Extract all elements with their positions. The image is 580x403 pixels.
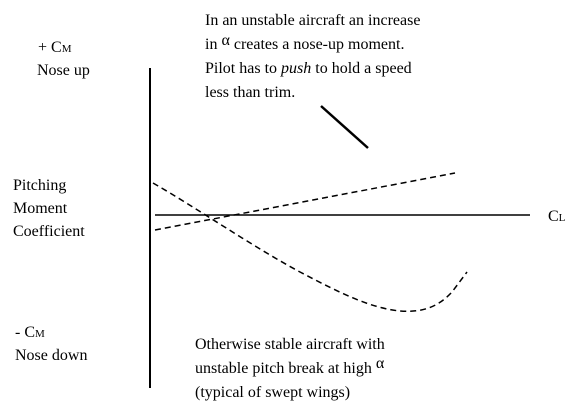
- y-title: Moment: [13, 200, 68, 217]
- y-top-label: + CM: [38, 39, 72, 56]
- unstable-note: in α creates a nose-up moment.: [205, 32, 404, 53]
- stable-note: Otherwise stable aircraft with: [195, 336, 385, 353]
- x-axis-label: CL: [548, 208, 566, 225]
- pointer-line: [320, 105, 369, 149]
- y-title: Coefficient: [13, 223, 85, 240]
- y-bottom-caption: Nose down: [15, 347, 87, 364]
- pitch-break-curve: [152, 182, 468, 313]
- stable-note: (typical of swept wings): [195, 384, 350, 401]
- unstable-line: [154, 172, 456, 231]
- unstable-note: less than trim.: [205, 84, 295, 101]
- unstable-note: Pilot has to push to hold a speed: [205, 60, 412, 77]
- stable-note: unstable pitch break at high α: [195, 355, 385, 377]
- y-bottom-label: - CM: [15, 324, 45, 341]
- unstable-note: In an unstable aircraft an increase: [205, 12, 420, 29]
- y-top-caption: Nose up: [37, 62, 90, 79]
- y-title: Pitching: [13, 177, 66, 194]
